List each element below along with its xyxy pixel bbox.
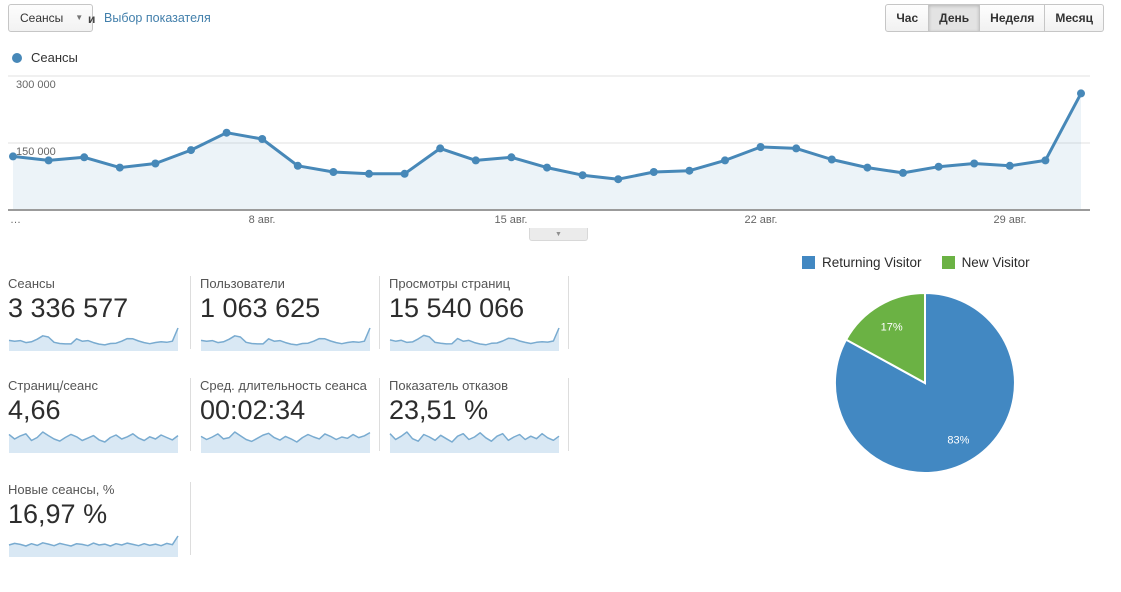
card-divider [568,276,569,349]
card-divider [568,378,569,451]
time-button-Неделя[interactable]: Неделя [980,4,1046,32]
card-divider [190,378,191,451]
metric-dropdown-label: Сеансы [20,11,64,25]
metric-card: Новые сеансы, % 16,97 % [8,482,182,559]
visitor-type-pie-svg[interactable]: 83% 17% [832,290,1018,476]
metric-card-label: Показатель отказов [389,378,509,393]
metric-card: Пользователи 1 063 625 [200,276,374,353]
x-tick-label: 15 авг. [494,214,528,226]
metric-sparkline[interactable] [389,428,560,455]
card-divider [379,276,380,349]
metric-sparkline[interactable] [389,326,560,353]
select-metric-link[interactable]: Выбор показателя [104,11,211,25]
card-divider [190,482,191,555]
metric-sparkline[interactable] [200,326,371,353]
metric-card-label: Новые сеансы, % [8,482,115,497]
metric-sparkline[interactable] [200,428,371,455]
legend-dot-icon [12,52,22,63]
metric-card-label: Просмотры страниц [389,276,511,291]
time-button-Месяц[interactable]: Месяц [1045,4,1104,32]
metric-sparkline[interactable] [8,532,179,559]
card-divider [379,378,380,451]
metric-card-value: 15 540 066 [389,293,525,323]
time-button-День[interactable]: День [929,4,981,32]
card-divider [190,276,191,349]
y-tick-label: 300 000 [16,79,56,91]
metric-card-value: 16,97 % [8,499,108,529]
x-axis-labels: … 8 авг. 15 авг. 22 авг. 29 авг. [8,214,1093,228]
conjunction-text: и [88,12,96,26]
metric-card-value: 4,66 [8,395,61,425]
chevron-down-icon: ▼ [75,13,84,22]
metric-card-label: Сред. длительность сеанса [200,378,367,393]
pie-slice-new-visitor[interactable] [844,291,926,385]
x-tick-label: 29 авг. [993,214,1027,226]
metric-card: Сеансы 3 336 577 [8,276,182,353]
metric-card: Страниц/сеанс 4,66 [8,378,182,455]
metric-card: Показатель отказов 23,51 % [389,378,563,455]
pie-legend-item[interactable]: Returning Visitor [802,255,922,270]
sessions-timeseries-svg[interactable] [8,70,1093,215]
metric-card-value: 3 336 577 [8,293,129,323]
metric-dropdown[interactable]: Сеансы ▼ [8,4,94,32]
legend-swatch-icon [802,256,815,269]
metric-card-label: Страниц/сеанс [8,378,98,393]
pie-legend-label: New Visitor [961,255,1030,270]
metric-sparkline[interactable] [8,326,179,353]
time-range-buttons: Час День Неделя Месяц [885,4,1104,32]
pie-slice-percentage: 17% [881,321,903,333]
x-tick-label: … [10,214,21,226]
time-button-Час[interactable]: Час [885,4,930,32]
pie-legend-label: Returning Visitor [822,255,922,270]
pie-legend: Returning Visitor New Visitor [802,255,1030,270]
x-tick-label: 8 авг. [248,214,276,226]
legend-swatch-icon [941,256,955,269]
chart-legend: Сеансы [12,50,78,65]
chart-collapse-handle[interactable]: ▼ [529,228,588,241]
legend-label: Сеансы [31,50,78,65]
metric-card-value: 23,51 % [389,395,489,425]
metric-card-label: Сеансы [8,276,55,291]
chevron-down-icon: ▼ [555,230,562,238]
metric-sparkline[interactable] [8,428,179,455]
y-tick-label: 150 000 [16,146,56,158]
metric-card-label: Пользователи [200,276,285,291]
metric-card-value: 1 063 625 [200,293,321,323]
pie-legend-item[interactable]: New Visitor [941,255,1030,270]
x-tick-label: 22 авг. [744,214,778,226]
metric-card: Просмотры страниц 15 540 066 [389,276,563,353]
metric-card-value: 00:02:34 [200,395,306,425]
pie-slice-percentage: 83% [947,435,969,447]
metric-card: Сред. длительность сеанса 00:02:34 [200,378,374,455]
